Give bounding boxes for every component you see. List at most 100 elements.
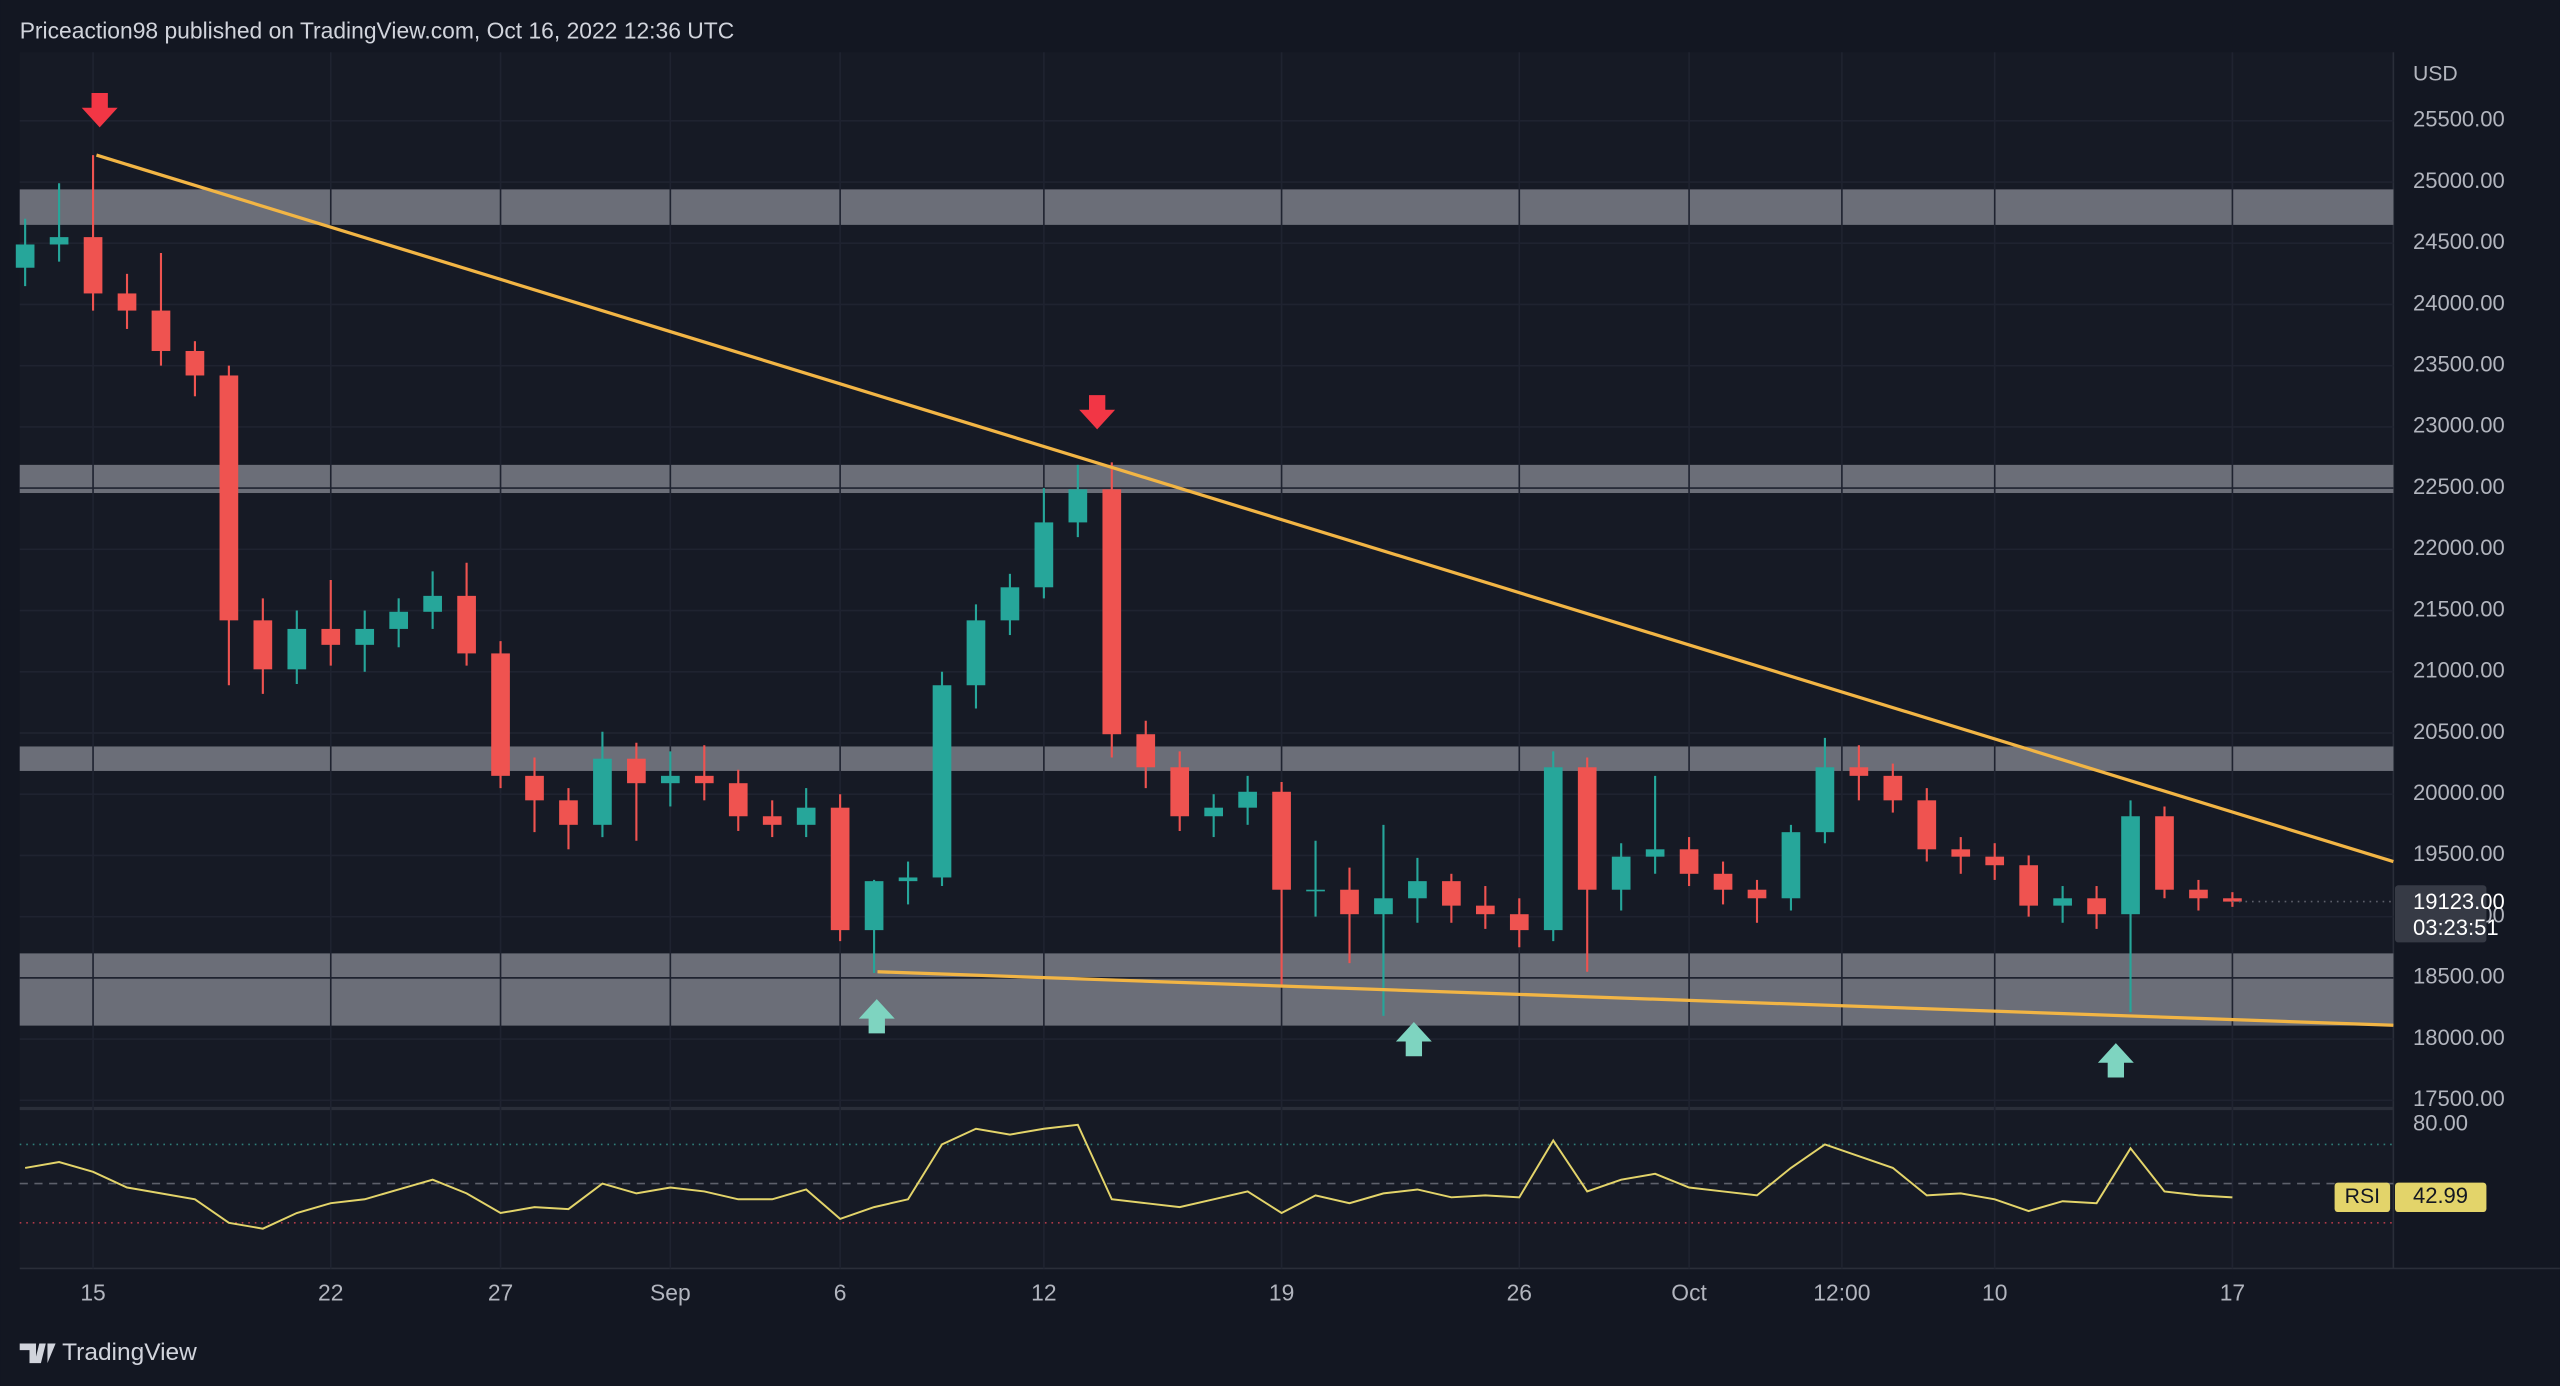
- y-tick-label: 24000.00: [2413, 290, 2505, 315]
- x-tick-label: 27: [488, 1280, 513, 1306]
- y-tick-label: 21000.00: [2413, 658, 2505, 683]
- zone: [19, 953, 2394, 1026]
- candle-body: [185, 350, 205, 376]
- up-arrow: [858, 999, 895, 1034]
- candle-body: [2019, 865, 2038, 906]
- candle-body: [830, 807, 850, 931]
- candle-body: [355, 628, 375, 645]
- candle-body: [796, 807, 816, 825]
- x-tick-label: 17: [2220, 1280, 2245, 1306]
- candle-body: [1204, 807, 1224, 817]
- candle-body: [1374, 898, 1393, 915]
- candle-body: [1951, 849, 1971, 857]
- y-tick-label: 23000.00: [2413, 413, 2505, 438]
- candle-body: [1238, 791, 1257, 808]
- candle-body: [219, 375, 239, 621]
- candle-body: [1679, 849, 1699, 874]
- footer: TradingView: [19, 1339, 197, 1366]
- candle-body: [1102, 489, 1122, 735]
- candle-body: [1306, 889, 1325, 892]
- last-price-box: [2395, 885, 2487, 943]
- y-tick-label: 18000.00: [2413, 1025, 2505, 1050]
- candle-body: [2155, 816, 2174, 890]
- x-tick-label: 26: [1507, 1280, 1532, 1306]
- candle-body: [49, 237, 69, 245]
- candle-body: [525, 775, 544, 801]
- y-tick-label: 22000.00: [2413, 535, 2505, 560]
- last-price-label: 19123.00: [2413, 889, 2505, 914]
- candle-body: [728, 783, 748, 817]
- x-tick-label: Oct: [1671, 1280, 1707, 1306]
- candle-body: [253, 620, 273, 670]
- candle-body: [1611, 856, 1631, 890]
- axes: 17500.0018000.0018500.0019000.0019500.00…: [80, 107, 2504, 1306]
- brand-logo: [19, 1343, 56, 1364]
- y-tick-label: 24500.00: [2413, 229, 2505, 254]
- x-tick-label: 10: [1982, 1280, 2007, 1306]
- candle-body: [1475, 905, 1495, 915]
- plot-area: [19, 52, 2394, 1269]
- candle-body: [1408, 881, 1427, 899]
- candle-body: [661, 775, 680, 784]
- trendline: [877, 970, 2394, 1027]
- candle-body: [1781, 832, 1801, 899]
- candle-body: [762, 816, 782, 825]
- candle-body: [1577, 767, 1597, 890]
- y-tick-label: 18500.00: [2413, 964, 2505, 989]
- x-tick-label: 19: [1269, 1280, 1294, 1306]
- x-tick-label: Sep: [650, 1280, 691, 1306]
- rsi-pane: 80.00 RSI 42.99: [19, 1111, 2487, 1230]
- candle-body: [457, 595, 476, 654]
- candles: [15, 155, 2242, 1016]
- candle-body: [1136, 734, 1156, 768]
- candle-body: [932, 685, 952, 878]
- candle-body: [389, 611, 409, 629]
- rsi-name: RSI: [2345, 1185, 2380, 1208]
- candle-body: [151, 310, 171, 351]
- up-arrow: [1395, 1021, 1432, 1057]
- y-tick-label: 25500.00: [2413, 107, 2505, 132]
- zone: [19, 746, 2394, 771]
- y-tick-label: 20000.00: [2413, 780, 2505, 805]
- candle-body: [2121, 816, 2140, 915]
- x-tick-label: 6: [834, 1280, 847, 1306]
- x-tick-label: 22: [318, 1280, 343, 1306]
- x-tick-label: 12: [1031, 1280, 1056, 1306]
- rsi-name-box: [2334, 1182, 2391, 1213]
- candle-body: [1985, 856, 2005, 866]
- brand-name: TradingView: [62, 1339, 197, 1366]
- candle-body: [2053, 898, 2072, 906]
- candle-body: [966, 620, 986, 686]
- rsi-value-box: [2395, 1182, 2487, 1213]
- candle-body: [1543, 767, 1563, 931]
- y-tick-label: 20500.00: [2413, 719, 2505, 744]
- x-tick-label: 12:00: [1813, 1280, 1870, 1306]
- candle-body: [1442, 881, 1461, 906]
- candle-body: [321, 628, 341, 645]
- grid: [19, 52, 2394, 1269]
- candle-body: [2189, 889, 2208, 899]
- trendline: [95, 153, 2394, 864]
- y-tick-label: 17500.00: [2413, 1086, 2505, 1111]
- zone: [19, 189, 2394, 225]
- trendlines: [95, 153, 2394, 1027]
- header-text: Priceaction98 published on TradingView.c…: [20, 18, 735, 44]
- candle-body: [898, 877, 918, 882]
- y-tick-label: 21500.00: [2413, 596, 2505, 621]
- y-tick-label: 23500.00: [2413, 351, 2505, 376]
- candle-body: [117, 293, 137, 311]
- candle-body: [559, 800, 578, 825]
- rsi-tick-label: 80.00: [2413, 1111, 2468, 1136]
- countdown-label: 03:23:51: [2413, 915, 2499, 940]
- candle-body: [1747, 889, 1767, 899]
- rsi-value-label: 42.99: [2413, 1183, 2468, 1208]
- candle-body: [1917, 800, 1937, 850]
- x-tick-label: 15: [80, 1280, 105, 1306]
- candle-body: [1170, 767, 1190, 817]
- zones: [19, 189, 2394, 1026]
- up-arrow: [2097, 1043, 2134, 1078]
- candle-body: [1509, 914, 1529, 931]
- candle-body: [2223, 898, 2242, 902]
